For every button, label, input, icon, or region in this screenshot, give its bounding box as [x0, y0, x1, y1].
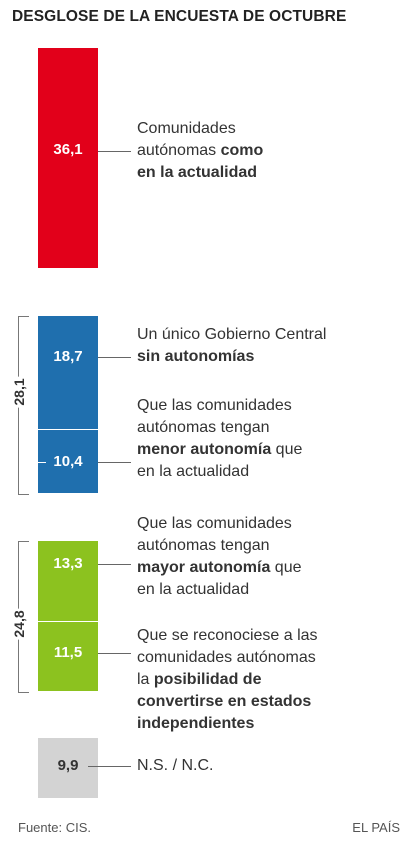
label-estados-independientes: Que se reconociese a las comunidades autó…: [137, 627, 318, 732]
bar-mayor-autonomia: [38, 541, 98, 621]
bar-ns-nc: [38, 738, 98, 798]
bar-como-actualidad: [38, 48, 98, 268]
publisher-credit: EL PAÍS: [352, 820, 400, 835]
value-estados-independientes: 11,5: [53, 644, 83, 661]
value-mayor-autonomia: 13,3: [53, 555, 83, 572]
chart-title: DESGLOSE DE LA ENCUESTA DE OCTUBRE: [12, 8, 347, 25]
connector-sin-autonomias: [98, 357, 131, 358]
label-ns-nc: N.S. / N.C.: [137, 757, 214, 774]
value-como-actualidad: 36,1: [53, 141, 83, 158]
divider-blue: [38, 429, 98, 430]
connector-mayor-autonomia: [98, 564, 131, 565]
label-sin-autonomias: Un único Gobierno Central sin autonomías: [137, 326, 327, 365]
connector-estados-independientes: [98, 653, 131, 654]
source-note: Fuente: CIS.: [18, 820, 91, 835]
connector-menor-autonomia: [98, 462, 131, 463]
bar-estados-independientes: [38, 622, 98, 691]
bar-menor-autonomia: [38, 430, 98, 493]
connector-como-actualidad: [98, 151, 131, 152]
divider-green: [38, 621, 98, 622]
value-ns-nc: 9,9: [57, 757, 79, 774]
label-menor-autonomia: Que las comunidades autónomas tengan menor…: [137, 397, 303, 480]
value-menor-autonomia: 10,4: [53, 453, 83, 470]
bar-sin-autonomias: [38, 316, 98, 430]
label-mayor-autonomia: Que las comunidades autónomas tengan mayor…: [137, 515, 302, 598]
connector-ns-nc: [88, 766, 131, 767]
label-como-actualidad: Comunidades autónomas como en la actualida…: [137, 120, 264, 181]
connector-menor-autonomia-inner: [38, 462, 46, 463]
value-sin-autonomias: 18,7: [53, 348, 83, 365]
group-total-1: 28,1: [11, 376, 27, 408]
group-total-2: 24,8: [11, 608, 27, 640]
